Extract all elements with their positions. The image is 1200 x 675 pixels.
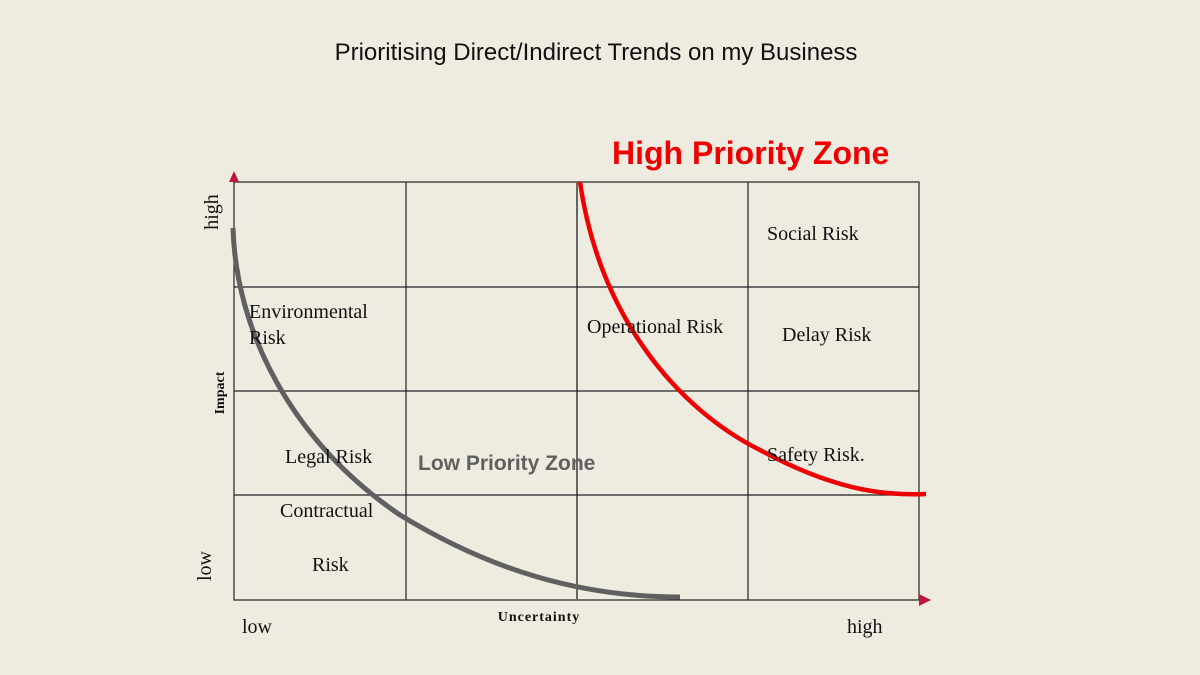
y-axis-high-label: high (201, 194, 223, 230)
risk-legal: Legal Risk (285, 446, 372, 468)
title: Prioritising Direct/Indirect Trends on m… (335, 39, 858, 66)
x-axis-title: Uncertainty (498, 610, 581, 625)
high-priority-zone-label: High Priority Zone (612, 135, 889, 171)
low-priority-curve (230, 227, 681, 600)
y-axis-arrow-icon (229, 171, 239, 182)
y-axis-low-label: low (194, 550, 216, 581)
low-priority-zone-label: Low Priority Zone (418, 452, 595, 475)
risk-environmental-line1: Environmental (249, 301, 368, 323)
x-axis-low-label: low (242, 616, 273, 638)
grid (233, 181, 920, 601)
risk-delay: Delay Risk (782, 324, 871, 346)
x-axis-arrow-icon (919, 594, 931, 606)
risk-operational: Operational Risk (587, 316, 723, 338)
risk-contractual-line1: Contractual (280, 500, 374, 522)
y-axis-title: Impact (213, 371, 228, 414)
x-axis-high-label: high (847, 616, 883, 638)
risk-social: Social Risk (767, 223, 859, 245)
risk-safety: Safety Risk. (767, 444, 865, 466)
high-priority-curve (577, 181, 927, 497)
risk-environmental-line2: Risk (249, 327, 286, 349)
risk-contractual-line2: Risk (312, 554, 349, 576)
